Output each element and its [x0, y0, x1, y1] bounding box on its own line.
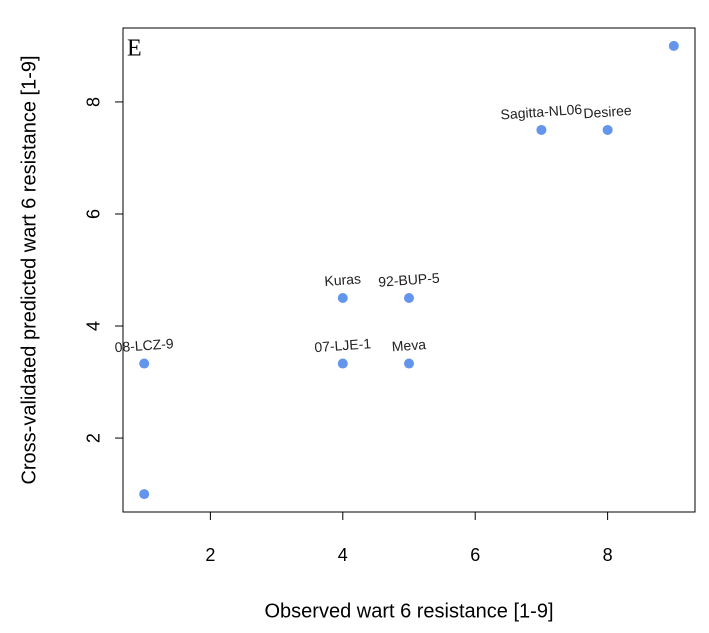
point-label: Desiree: [583, 102, 632, 121]
x-tick-label: 8: [603, 545, 613, 565]
point-label: Kuras: [324, 270, 362, 289]
point-label: Sagitta-NL06: [500, 101, 583, 123]
x-tick-label: 4: [338, 545, 348, 565]
point: [404, 293, 414, 304]
y-tick-label: 4: [84, 321, 104, 331]
point-label: 07-LJE-1: [314, 335, 372, 355]
y-tick-label: 2: [84, 433, 104, 443]
x-axis-title: Observed wart 6 resistance [1-9]: [264, 600, 553, 622]
point: [404, 358, 414, 369]
panel-label: E: [127, 36, 142, 62]
point: [337, 293, 348, 304]
plot-frame: [122, 27, 696, 513]
point: [337, 358, 348, 369]
y-axis-title: Cross-validated predicted wart 6 resista…: [18, 55, 40, 484]
x-tick-label: 6: [470, 545, 480, 565]
point: [668, 40, 679, 51]
point: [139, 489, 150, 500]
point-label: Meva: [391, 336, 426, 354]
point: [536, 124, 547, 135]
x-tick-label: 2: [205, 545, 215, 565]
y-tick-label: 8: [84, 97, 104, 107]
point-label: 08-LCZ-9: [114, 335, 174, 355]
point: [139, 358, 150, 369]
y-tick-label: 6: [84, 209, 104, 219]
point: [602, 124, 613, 135]
point-label: 92-BUP-5: [378, 270, 441, 290]
